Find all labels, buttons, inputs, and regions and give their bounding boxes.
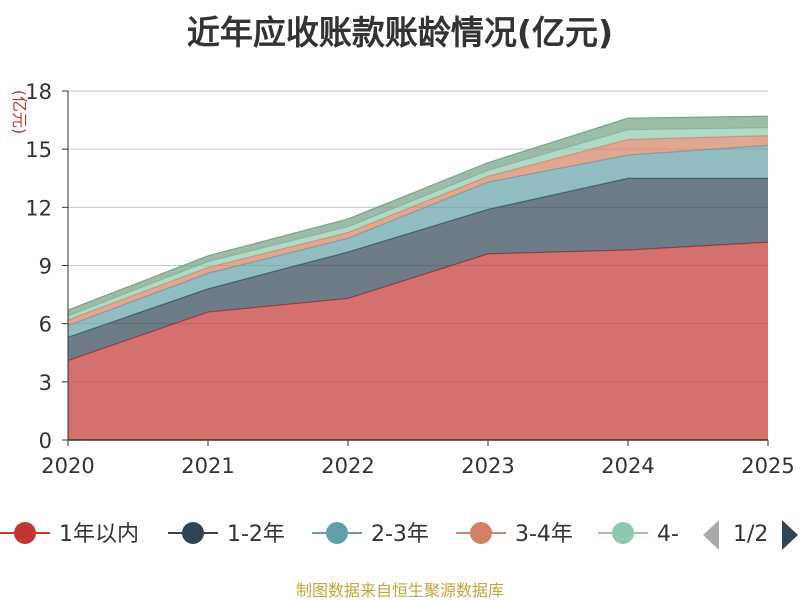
legend-item[interactable]: 3-4年 — [456, 522, 573, 547]
legend-next-page-icon[interactable] — [782, 520, 798, 550]
y-tick-label: 0 — [39, 429, 52, 453]
legend-item[interactable]: 1-2年 — [168, 522, 285, 547]
series-area-1-2年 — [68, 178, 768, 361]
x-tick-label: 2024 — [601, 454, 654, 478]
x-tick-label: 2025 — [741, 454, 794, 478]
legend-label: 1年以内 — [59, 522, 139, 547]
legend-prev-page-icon[interactable] — [703, 520, 719, 550]
area-layer — [67, 115, 769, 440]
legend-label: 3-4年 — [515, 522, 573, 547]
chart-title: 近年应收账款账龄情况(亿元) — [186, 13, 614, 52]
x-tick-label: 2020 — [41, 454, 94, 478]
legend-layer: 1年以内 1-2年 2-3年 3-4年 4- 1/2 — [0, 520, 798, 550]
legend-item[interactable]: 2-3年 — [312, 522, 429, 547]
legend-item[interactable]: 1年以内 — [0, 522, 139, 547]
legend-page-indicator: 1/2 — [733, 522, 768, 547]
legend-marker — [470, 522, 492, 544]
legend-marker — [182, 522, 204, 544]
axis-layer: 0 3 6 9 12 15 18(亿元) 2020 2021 2022 2023 2024 2025 — [10, 80, 795, 478]
series-area-1年以内 — [68, 242, 768, 440]
y-tick-label: 12 — [25, 196, 52, 220]
legend-label: 4- — [657, 522, 679, 547]
legend-marker — [326, 522, 348, 544]
source-footer: 制图数据来自恒生聚源数据库 — [295, 581, 504, 600]
x-tick-label: 2021 — [181, 454, 234, 478]
x-tick-label: 2022 — [321, 454, 374, 478]
y-tick-label: 15 — [25, 138, 52, 162]
legend-item[interactable]: 4- — [598, 522, 679, 547]
y-tick-label: 9 — [39, 255, 52, 279]
series-line-other — [67, 115, 769, 311]
legend-marker — [14, 522, 36, 544]
y-axis-label: (亿元) — [10, 90, 29, 135]
legend-label: 1-2年 — [227, 522, 285, 547]
x-tick-label: 2023 — [461, 454, 514, 478]
legend-marker — [612, 522, 634, 544]
y-tick-label: 6 — [39, 313, 52, 337]
y-tick-label: 18 — [25, 80, 52, 104]
series-area-2-3年 — [68, 145, 768, 338]
legend-label: 2-3年 — [371, 522, 429, 547]
y-tick-label: 3 — [39, 371, 52, 395]
